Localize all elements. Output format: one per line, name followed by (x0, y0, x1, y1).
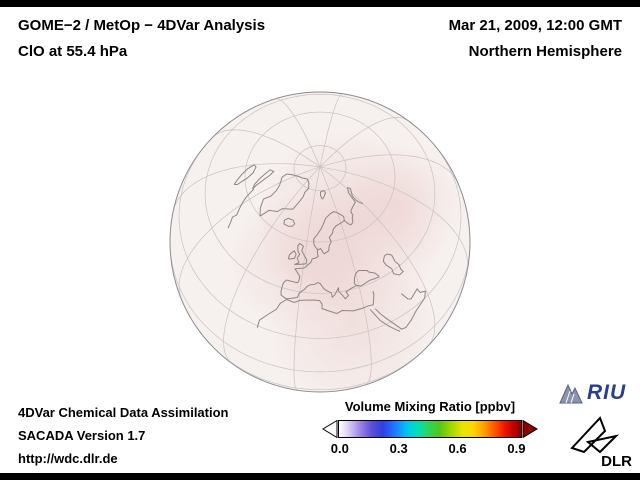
dlr-mark-icon (570, 416, 620, 454)
url-label: http://wdc.dlr.de (18, 451, 118, 466)
riu-logo: RIU (558, 379, 636, 407)
version-label: SACADA Version 1.7 (18, 428, 146, 443)
colorbar-left-arrow (322, 420, 338, 438)
page-subtitle: ClO at 55.4 hPa (18, 43, 128, 60)
colorbar-tick: 0.3 (389, 441, 408, 456)
header-right: Mar 21, 2009, 12:00 GMT Northern Hemisph… (449, 13, 622, 65)
top-black-bar (0, 0, 640, 7)
mountain-icon (559, 383, 583, 404)
colorbar-title: Volume Mixing Ratio [ppbv] (344, 399, 516, 414)
assimilation-label: 4DVar Chemical Data Assimilation (18, 405, 229, 420)
footer-left: 4DVar Chemical Data Assimilation SACADA … (18, 401, 229, 470)
colorbar-tick: 0.9 (507, 441, 526, 456)
colorbar-row (322, 420, 538, 438)
page-title: GOME−2 / MetOp − 4DVar Analysis (18, 17, 266, 34)
colorbar-gradient (338, 420, 522, 438)
colorbar: Volume Mixing Ratio [ppbv] 0.0 0.3 0.6 0… (322, 399, 538, 457)
colorbar-ticks: 0.0 0.3 0.6 0.9 (322, 441, 538, 457)
colorbar-tick: 0.6 (448, 441, 467, 456)
colorbar-right-arrow (522, 420, 538, 438)
dlr-logo-text: DLR (601, 453, 632, 470)
colorbar-tick: 0.0 (330, 441, 349, 456)
dlr-logo: DLR (562, 412, 634, 470)
region-label: Northern Hemisphere (468, 43, 622, 60)
datetime-label: Mar 21, 2009, 12:00 GMT (448, 17, 622, 34)
riu-logo-text: RIU (587, 381, 627, 404)
bottom-black-bar (0, 473, 640, 480)
header-left: GOME−2 / MetOp − 4DVar Analysis ClO at 5… (18, 13, 265, 65)
